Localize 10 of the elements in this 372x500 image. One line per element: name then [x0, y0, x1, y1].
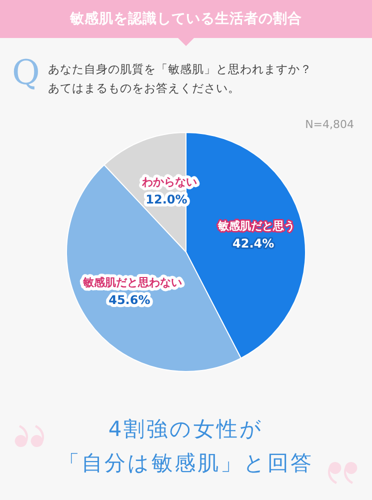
text: N=4,804 [305, 118, 354, 131]
slice-label: 敏感肌だと思う [216, 220, 295, 233]
data-label: 42.4% [232, 236, 274, 251]
chart-title: 敏感肌を認識している生活者の割合 [0, 0, 372, 38]
text: 「自分は敏感肌」と回答 [58, 450, 314, 477]
text: Q [12, 53, 40, 93]
text: 4割強の女性が [107, 416, 265, 443]
chart-subtitle: あなた自身の肌質を「敏感肌」と思われますか？あてはまるものをお答えください。 [48, 61, 313, 97]
data-label: 45.6% [108, 293, 150, 308]
slice-label: 敏感肌だと思わない [82, 276, 182, 290]
